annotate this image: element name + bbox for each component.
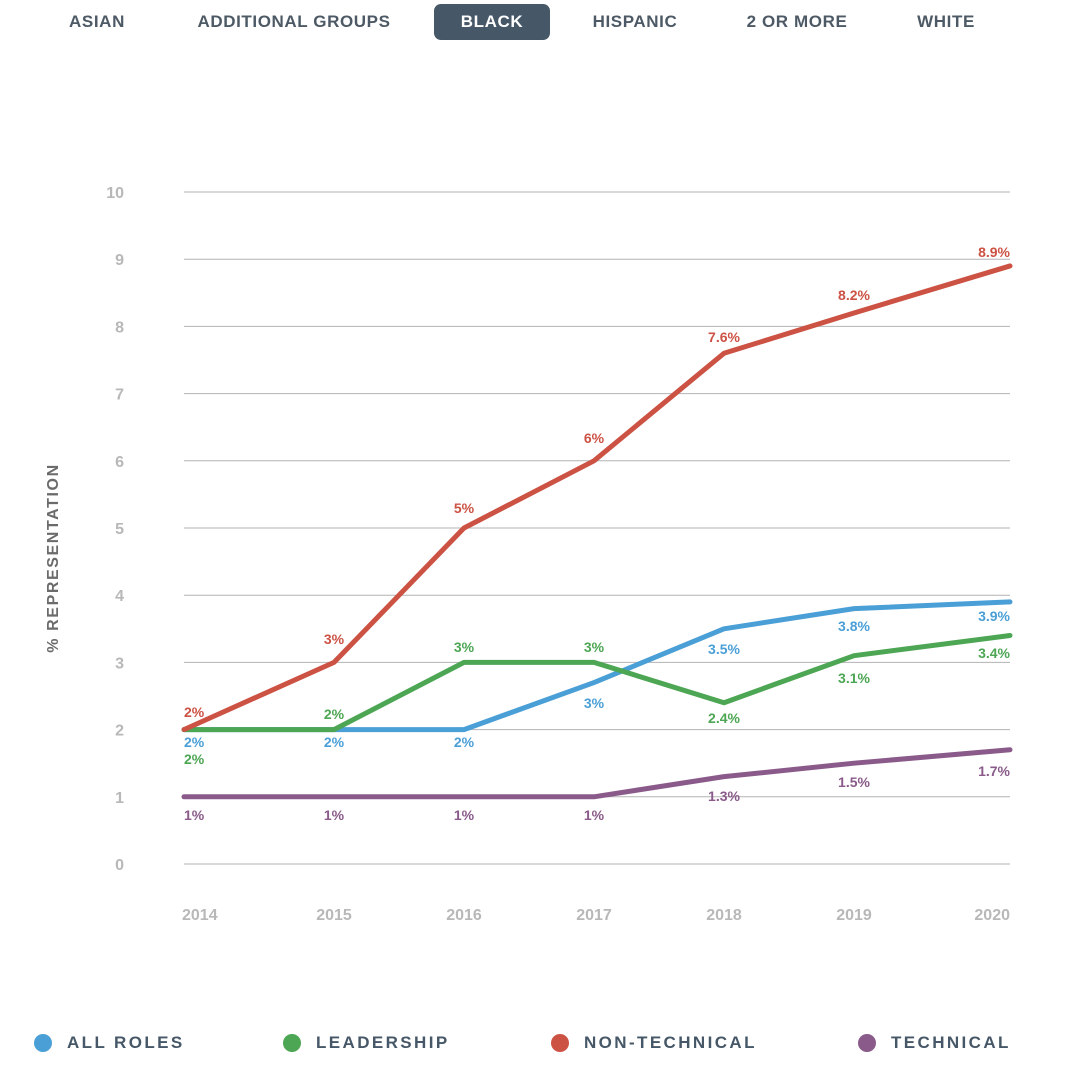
tab-2-or-more[interactable]: 2 OR MORE bbox=[746, 12, 848, 31]
y-tick-label: 1 bbox=[115, 790, 124, 807]
legend-item-leadership[interactable]: LEADERSHIP bbox=[283, 1026, 450, 1060]
y-tick-label: 2 bbox=[115, 723, 124, 740]
data-label: 8.9% bbox=[978, 244, 1010, 260]
data-label: 2.4% bbox=[708, 710, 740, 726]
y-axis-ticks: 0 1 2 3 4 5 6 7 8 9 10 bbox=[106, 185, 124, 874]
tab-asian[interactable]: ASIAN bbox=[69, 12, 125, 31]
x-tick-label: 2018 bbox=[706, 907, 742, 924]
y-tick-label: 8 bbox=[115, 319, 124, 336]
legend-item-non-technical[interactable]: NON-TECHNICAL bbox=[551, 1026, 757, 1060]
data-label: 3% bbox=[324, 631, 345, 647]
x-axis-ticks: 2014 2015 2016 2017 2018 2019 2020 bbox=[182, 907, 1010, 924]
y-tick-label: 4 bbox=[115, 588, 124, 605]
chart-legend: ALL ROLES LEADERSHIP NON-TECHNICAL TECHN… bbox=[0, 1026, 1080, 1060]
data-label: 2% bbox=[184, 704, 205, 720]
legend-dot-technical bbox=[858, 1034, 876, 1052]
tab-white[interactable]: WHITE bbox=[917, 12, 975, 31]
series-line-non-technical bbox=[181, 263, 1013, 733]
tab-black[interactable]: BLACK bbox=[434, 4, 550, 40]
data-label: 2% bbox=[324, 706, 345, 722]
x-tick-label: 2016 bbox=[446, 907, 482, 924]
data-label: 3.9% bbox=[978, 608, 1010, 624]
data-label: 7.6% bbox=[708, 329, 740, 345]
data-label: 2% bbox=[184, 751, 205, 767]
data-labels: 2% 2% 2%3%3.5%3.8%3.9%2%2%3% 3%2.4%3.1%3.4%… bbox=[184, 244, 1011, 823]
data-label: 2% bbox=[454, 734, 475, 750]
data-label: 3.1% bbox=[838, 670, 870, 686]
data-label: 1% bbox=[324, 807, 345, 823]
line-chart: 0 1 2 3 4 5 6 7 8 9 10 2014 2015 2016 2017 2018 2019 202… bbox=[45, 185, 1013, 924]
data-label: 1% bbox=[584, 807, 605, 823]
y-tick-label: 6 bbox=[115, 454, 124, 471]
y-tick-label: 0 bbox=[115, 857, 124, 874]
group-tabs: ASIAN ADDITIONAL GROUPS BLACK HISPANIC 2… bbox=[0, 0, 1080, 44]
y-tick-label: 9 bbox=[115, 252, 124, 269]
legend-dot-leadership bbox=[283, 1034, 301, 1052]
tab-hispanic[interactable]: HISPANIC bbox=[592, 12, 678, 31]
series-line-leadership bbox=[181, 633, 1013, 733]
data-label: 6% bbox=[584, 430, 605, 446]
y-tick-label: 10 bbox=[106, 185, 124, 202]
x-tick-label: 2019 bbox=[836, 907, 872, 924]
data-label: 1% bbox=[454, 807, 475, 823]
x-tick-label: 2015 bbox=[316, 907, 352, 924]
data-label: 8.2% bbox=[838, 287, 870, 303]
data-label: 2% bbox=[184, 734, 205, 750]
legend-label: NON-TECHNICAL bbox=[584, 1033, 757, 1052]
data-label: 1.3% bbox=[708, 788, 740, 804]
data-label: 2% bbox=[324, 734, 345, 750]
x-tick-label: 2017 bbox=[576, 907, 612, 924]
data-label: 1.5% bbox=[838, 774, 870, 790]
data-label: 3.8% bbox=[838, 618, 870, 634]
gridlines bbox=[184, 191, 1010, 865]
series-line-technical bbox=[181, 747, 1013, 800]
x-tick-label: 2014 bbox=[182, 907, 218, 924]
data-label: 3.5% bbox=[708, 641, 740, 657]
legend-label: ALL ROLES bbox=[67, 1033, 185, 1052]
legend-item-technical[interactable]: TECHNICAL bbox=[858, 1026, 1011, 1060]
tab-additional-groups[interactable]: ADDITIONAL GROUPS bbox=[197, 12, 391, 31]
y-axis-title: % REPRESENTATION bbox=[45, 463, 62, 652]
y-tick-label: 7 bbox=[115, 387, 124, 404]
data-label: 3% bbox=[584, 639, 605, 655]
legend-dot-all-roles bbox=[34, 1034, 52, 1052]
legend-dot-non-technical bbox=[551, 1034, 569, 1052]
series-lines bbox=[181, 263, 1013, 800]
legend-label: LEADERSHIP bbox=[316, 1033, 450, 1052]
data-label: 5% bbox=[454, 500, 475, 516]
data-label: 1.7% bbox=[978, 763, 1010, 779]
data-label: 3% bbox=[454, 639, 475, 655]
data-label: 3% bbox=[584, 695, 605, 711]
legend-label: TECHNICAL bbox=[891, 1033, 1011, 1052]
x-tick-label: 2020 bbox=[974, 907, 1010, 924]
data-label: 3.4% bbox=[978, 645, 1010, 661]
legend-item-all-roles[interactable]: ALL ROLES bbox=[34, 1026, 185, 1060]
data-label: 1% bbox=[184, 807, 205, 823]
y-tick-label: 5 bbox=[115, 521, 124, 538]
y-tick-label: 3 bbox=[115, 655, 124, 672]
